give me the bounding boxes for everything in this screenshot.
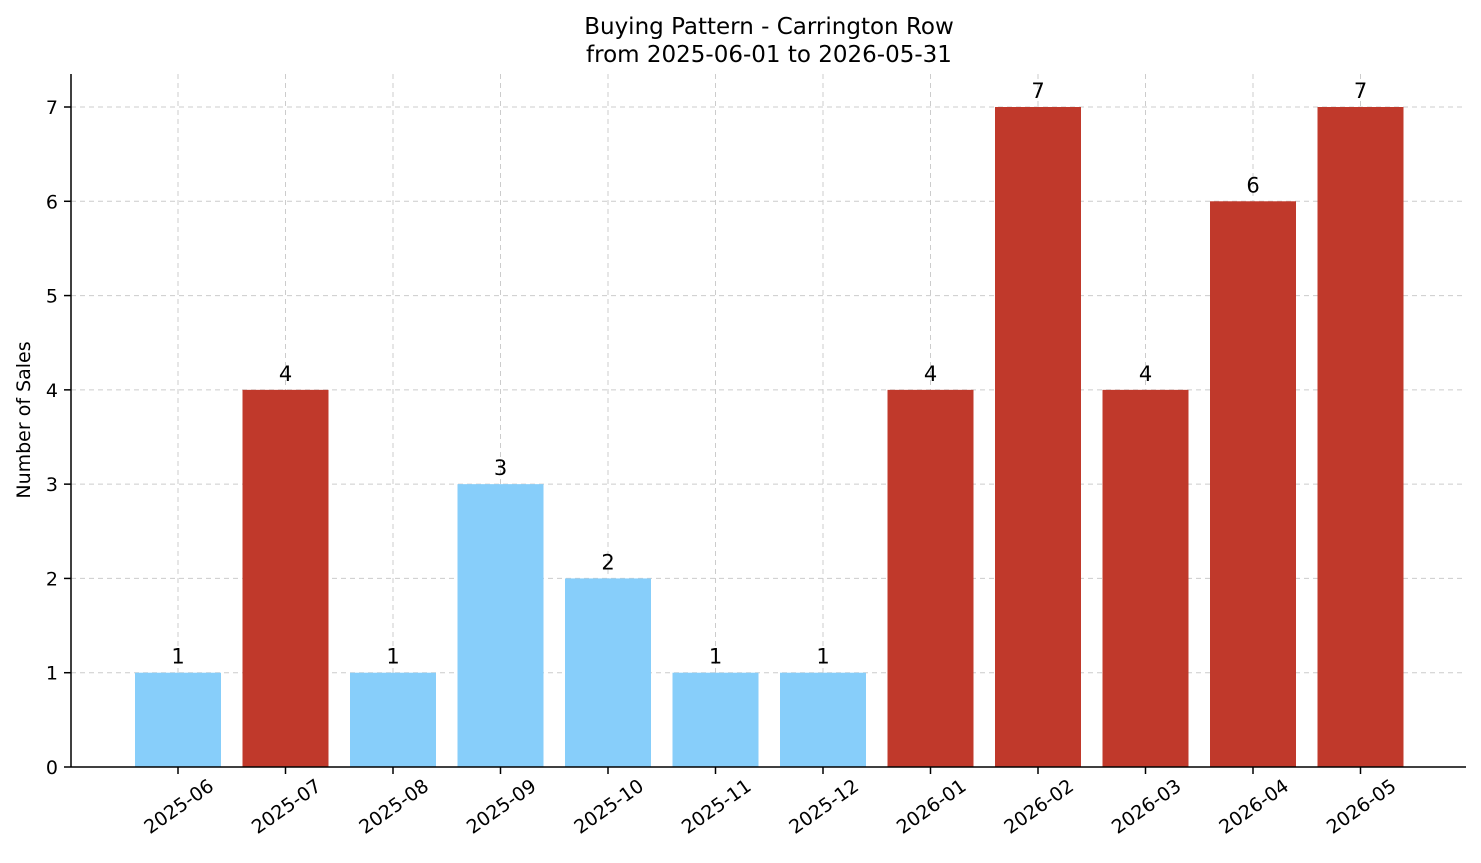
y-tick-label: 6 [46,191,58,213]
data-label: 7 [1031,79,1044,103]
data-labels-group: 1 4 1 3 2 1 1 4 7 4 6 7 [171,79,1367,669]
x-tick-label: 2025-12 [785,775,863,839]
data-label: 1 [171,645,184,669]
y-tick-label: 7 [46,97,58,119]
data-label: 6 [1246,173,1259,197]
data-label: 1 [386,645,399,669]
data-label: 4 [279,362,292,386]
x-tick-label: 2026-01 [893,775,971,839]
x-tick-label: 2025-11 [678,775,756,839]
bar-2025-08 [350,672,436,767]
bar-2026-01 [887,389,974,767]
y-tick-label: 2 [46,568,58,590]
x-tick-label: 2025-08 [355,775,433,839]
chart-title: Buying Pattern - Carrington Row [584,14,954,40]
data-label: 1 [816,645,829,669]
y-tick-label: 1 [46,663,58,685]
data-label: 2 [601,550,614,574]
bar-2025-07 [242,389,329,767]
y-tick-label: 5 [46,286,58,308]
y-tick-label: 4 [46,380,58,402]
data-label: 3 [494,456,507,480]
data-label: 4 [924,362,937,386]
x-tick-label: 2026-05 [1323,775,1401,839]
x-tick-label: 2025-10 [570,775,648,839]
x-tick-label: 2025-06 [140,775,218,839]
bars-group [135,107,1404,768]
bar-2026-03 [1102,389,1189,767]
x-tick-label: 2026-03 [1108,775,1186,839]
data-label: 7 [1354,79,1367,103]
bar-2025-11 [672,672,759,767]
y-tick-label: 0 [46,757,58,779]
chart-subtitle: from 2025-06-01 to 2026-05-31 [586,42,952,68]
bar-2025-06 [135,672,221,767]
x-tick-label: 2025-09 [463,775,541,839]
x-tick-label: 2026-04 [1215,775,1293,839]
bar-2026-05 [1317,107,1404,767]
bar-2025-10 [565,578,651,767]
x-tick-label: 2025-07 [248,775,326,839]
bar-2026-04 [1210,201,1296,768]
x-tick-label: 2026-02 [1000,775,1078,839]
bar-2025-12 [780,672,866,767]
data-label: 1 [709,645,722,669]
y-tick-label: 3 [46,474,58,496]
data-label: 4 [1139,362,1152,386]
bar-2025-09 [457,484,544,767]
y-axis-label: Number of Sales [13,341,35,498]
bar-2026-02 [995,107,1081,767]
